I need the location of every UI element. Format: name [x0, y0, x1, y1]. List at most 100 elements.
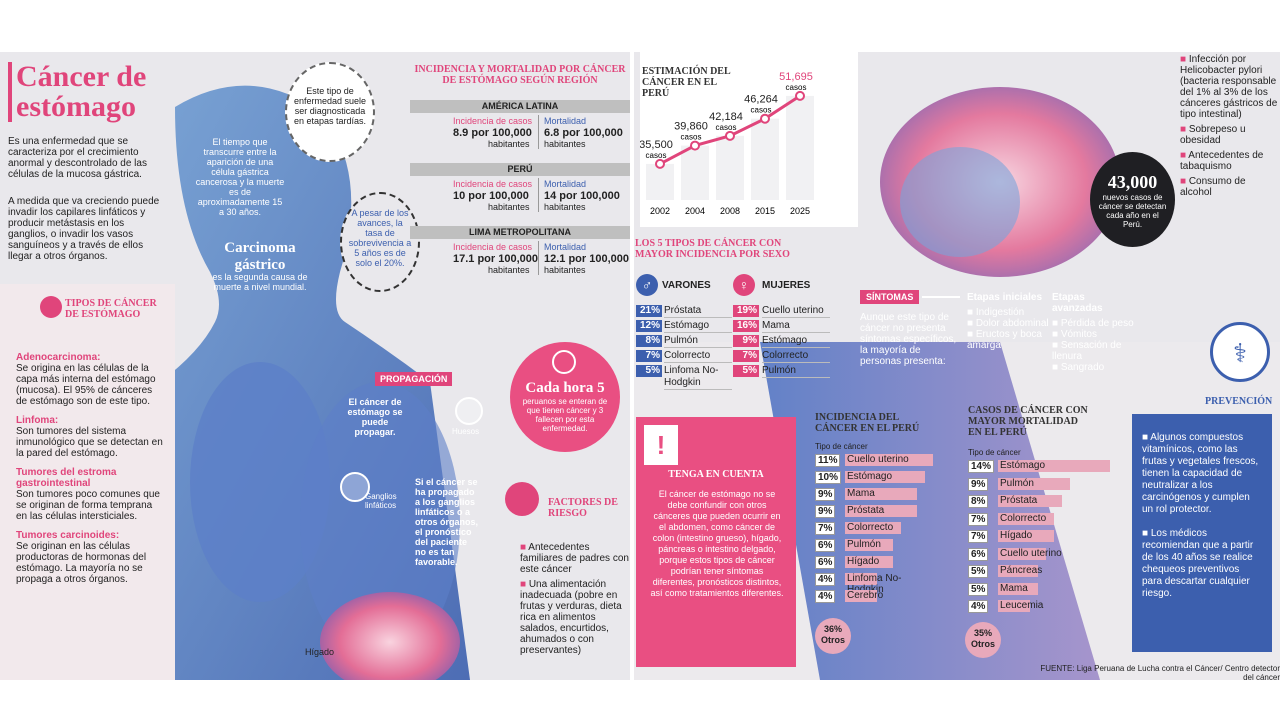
symptom: Pérdida de peso: [1052, 318, 1137, 329]
infographic: Cáncer de estómago Es una enfermedad que…: [0, 52, 1280, 680]
bar-label: Próstata: [847, 505, 885, 516]
chart-column: [786, 95, 814, 200]
symptom: Eructos y boca amarga: [967, 329, 1052, 351]
bar-pct: 5%: [968, 565, 989, 578]
incidencia-peru-sub: Tipo de cáncer: [815, 442, 868, 451]
tipo-name: Tumores carcinoides:: [16, 530, 120, 541]
chart-column: [646, 163, 674, 200]
risk-item: Consumo de alcohol: [1180, 176, 1278, 198]
varones-name: Linfoma No-Hodgkin: [664, 365, 732, 390]
tenga-panel: ! TENGA EN CUENTA El cáncer de estómago …: [636, 417, 796, 667]
bar-label: Mama: [847, 488, 875, 499]
tipo-name: Tumores del estroma gastrointestinal: [16, 467, 117, 489]
bar: [845, 454, 933, 466]
bone-icon: [455, 397, 483, 425]
mujeres-pct: 7%: [733, 350, 759, 362]
chart-column: [716, 135, 744, 200]
incidencia-label: Incidencia de casos: [453, 116, 533, 126]
row-divider: [538, 241, 539, 275]
estimacion-title: ESTIMACIÓN DEL CÁNCER EN EL PERÚ: [642, 66, 731, 99]
higado-label: Hígado: [305, 647, 335, 657]
clock-title: Cada hora 5: [525, 380, 605, 396]
bar-pct: 6%: [968, 547, 989, 561]
bar-pct: 7%: [968, 530, 989, 543]
varones-pct: 21%: [636, 305, 662, 317]
varones-name: Estómago: [664, 320, 732, 333]
sintomas-title: SÍNTOMAS: [860, 290, 920, 304]
chart-unit-label: casos: [786, 83, 807, 92]
incidencia-value: 8.9 por 100,000: [453, 127, 532, 139]
page-title: Cáncer de estómago: [16, 60, 147, 123]
region-row-label: LIMA METROPOLITANA: [410, 226, 630, 239]
habitantes-label: habitantes: [488, 265, 530, 275]
chart-data-label: 51,695: [779, 71, 813, 83]
tenga-title: TENGA EN CUENTA: [668, 469, 764, 480]
bar-label: Pulmón: [1000, 477, 1034, 489]
symptom: Dolor abdominal: [967, 318, 1052, 329]
bar: [998, 582, 1038, 595]
habitantes-label: habitantes: [488, 202, 530, 212]
chart-column: [751, 118, 779, 200]
bar: [998, 495, 1062, 507]
chart-x-tick: 2025: [790, 206, 810, 216]
huesos-label: Huesos: [452, 427, 480, 436]
region-table: INCIDENCIA Y MORTALIDAD POR CÁNCER DE ES…: [410, 64, 630, 90]
incidencia-peru-title: INCIDENCIA DEL CÁNCER EN EL PERÚ: [815, 412, 920, 434]
varones-name: Pulmón: [664, 335, 732, 348]
symptom: Indigestión: [967, 307, 1052, 318]
bar: [845, 471, 925, 483]
bar-label: Hígado: [1000, 530, 1033, 541]
factores-title: FACTORES DE RIESGO: [548, 497, 618, 519]
bar-label: Linfoma No-Hodgkin: [847, 573, 902, 595]
source-footer: FUENTE: Liga Peruana de Lucha contra el …: [1040, 664, 1280, 680]
background-art: [150, 85, 1280, 680]
mujeres-name: Cuello uterino: [762, 305, 830, 318]
big-number: 43,000: [1107, 172, 1158, 192]
bar: [845, 590, 877, 602]
ganglios-label: Ganglios linfáticos: [365, 492, 397, 510]
bar-pct: 11%: [815, 454, 841, 467]
chart-point: [690, 140, 700, 151]
lymph-node-icon: [340, 472, 370, 502]
survival-bubble: A pesar de los avances, la tasa de sobre…: [340, 192, 420, 292]
mujeres-name: Pulmón: [762, 365, 830, 378]
bar-label: Páncreas: [1000, 565, 1043, 576]
mujeres-name: Estómago: [762, 335, 830, 348]
varones-pct: 5%: [636, 365, 662, 377]
mujeres-name: Colorrecto: [762, 350, 830, 363]
mujeres-name: Mama: [762, 320, 830, 333]
chart-data-label: 46,264: [744, 94, 778, 106]
propagacion-text-2: Si el cáncer se ha propagado a los gangl…: [415, 477, 479, 567]
incidencia-value: 10 por 100,000: [453, 190, 529, 202]
incidencia-otros: 36% Otros: [815, 618, 851, 654]
mortalidad-value: 12.1 por 100,000: [544, 253, 630, 265]
mortalidad-peru-sub: Tipo de cáncer: [968, 448, 1021, 457]
bar-pct: 4%: [968, 600, 989, 613]
prevencion-item: Algunos compuestos vitamínicos, como las…: [1142, 432, 1262, 516]
bar-pct: 10%: [815, 471, 842, 484]
bar: [998, 547, 1046, 560]
bar-label: Cuello uterino: [847, 454, 909, 465]
mortalidad-value: 14 por 100,000: [544, 190, 620, 202]
bar-pct: 7%: [968, 512, 989, 526]
bar-pct: 14%: [968, 460, 995, 473]
bar: [998, 600, 1030, 612]
region-row-label: AMÉRICA LATINA: [410, 100, 630, 113]
clock-icon: [552, 350, 576, 374]
mortalidad-label: Mortalidad: [544, 242, 587, 252]
bar-label: Estómago: [847, 471, 893, 482]
varones-label: VARONES: [662, 280, 711, 291]
bar-pct: 9%: [968, 477, 989, 491]
bar: [845, 556, 893, 568]
clock-circle: Cada hora 5 peruanos se enteran de que t…: [510, 342, 620, 452]
chart-data-label: 42,184: [709, 111, 743, 123]
bar-label: Hígado: [847, 556, 880, 567]
carcinoma-title: Carcinoma gástrico: [224, 240, 296, 273]
region-title: INCIDENCIA Y MORTALIDAD POR CÁNCER DE ES…: [414, 64, 626, 86]
chart-unit-label: casos: [681, 133, 702, 142]
mortalidad-label: Mortalidad: [544, 179, 587, 189]
stethoscope-icon: ⚕: [1210, 322, 1270, 382]
chart-point: [760, 113, 770, 124]
propagacion-title: PROPAGACIÓN: [375, 372, 453, 386]
tipo-desc: Son tumores poco comunes que se originan…: [16, 489, 160, 522]
